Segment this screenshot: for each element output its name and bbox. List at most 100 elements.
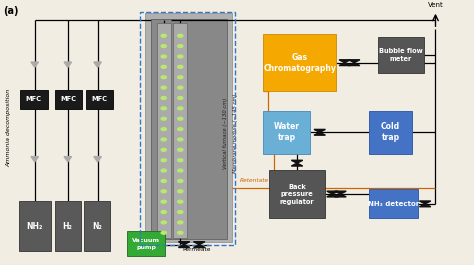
Circle shape	[178, 169, 183, 172]
Circle shape	[161, 148, 166, 151]
Polygon shape	[193, 242, 205, 245]
Bar	[18, 201, 51, 251]
Circle shape	[161, 65, 166, 68]
Text: Vent: Vent	[428, 2, 443, 8]
Bar	[86, 90, 113, 109]
Polygon shape	[178, 242, 190, 245]
Bar	[378, 37, 424, 73]
Circle shape	[161, 86, 166, 89]
Circle shape	[161, 128, 166, 131]
Circle shape	[178, 128, 183, 131]
Circle shape	[161, 96, 166, 99]
Polygon shape	[94, 157, 101, 162]
Polygon shape	[292, 160, 303, 163]
Circle shape	[178, 45, 183, 47]
Polygon shape	[94, 62, 101, 67]
Circle shape	[178, 148, 183, 151]
Circle shape	[178, 190, 183, 193]
Circle shape	[178, 96, 183, 99]
Polygon shape	[64, 62, 72, 67]
Circle shape	[178, 107, 183, 110]
Circle shape	[161, 117, 166, 120]
Text: Back
pressure
regulator: Back pressure regulator	[280, 184, 314, 205]
Polygon shape	[419, 201, 431, 204]
Text: NH₃ detector: NH₃ detector	[368, 201, 419, 207]
Polygon shape	[193, 245, 205, 248]
Polygon shape	[314, 129, 326, 132]
Polygon shape	[339, 60, 350, 63]
Polygon shape	[327, 194, 338, 197]
Polygon shape	[31, 157, 38, 162]
Bar	[55, 201, 81, 251]
Text: MFC: MFC	[91, 96, 107, 103]
Circle shape	[178, 200, 183, 203]
Bar	[263, 34, 336, 91]
Polygon shape	[64, 157, 72, 162]
Text: MFC: MFC	[26, 96, 42, 103]
Text: H₂: H₂	[63, 222, 73, 231]
Circle shape	[178, 231, 183, 234]
Circle shape	[161, 190, 166, 193]
Text: (a): (a)	[3, 6, 18, 16]
Bar	[140, 12, 235, 245]
Bar	[369, 111, 412, 154]
Bar	[263, 111, 310, 154]
Text: MFC: MFC	[61, 96, 76, 103]
Circle shape	[161, 200, 166, 203]
Bar	[128, 231, 165, 257]
Text: Water
trap: Water trap	[273, 122, 300, 142]
Polygon shape	[178, 245, 190, 248]
Circle shape	[161, 34, 166, 37]
Text: Gas
Chromatography: Gas Chromatography	[263, 53, 336, 73]
Circle shape	[161, 231, 166, 234]
Bar	[173, 23, 187, 238]
Circle shape	[161, 221, 166, 224]
Text: NH₂: NH₂	[27, 222, 43, 231]
Polygon shape	[292, 163, 303, 166]
Text: Membrane module (~145 cm): Membrane module (~145 cm)	[233, 93, 237, 173]
Polygon shape	[31, 62, 38, 67]
Polygon shape	[335, 194, 346, 197]
Text: Ammonia decomposition: Ammonia decomposition	[7, 89, 12, 167]
Polygon shape	[327, 191, 338, 194]
Bar	[145, 14, 232, 242]
Bar	[84, 201, 110, 251]
Circle shape	[161, 169, 166, 172]
Text: Retentate: Retentate	[239, 178, 268, 183]
Circle shape	[161, 76, 166, 79]
Polygon shape	[419, 204, 431, 207]
Text: Cold
trap: Cold trap	[381, 122, 400, 142]
Circle shape	[161, 211, 166, 214]
Circle shape	[161, 107, 166, 110]
Circle shape	[178, 211, 183, 214]
Bar	[55, 90, 82, 109]
Circle shape	[178, 55, 183, 58]
Text: Permeate: Permeate	[182, 247, 210, 252]
Circle shape	[178, 179, 183, 182]
Polygon shape	[335, 191, 346, 194]
Text: Vacuum
pump: Vacuum pump	[132, 238, 160, 250]
Circle shape	[178, 138, 183, 141]
Circle shape	[178, 65, 183, 68]
Circle shape	[178, 159, 183, 162]
Circle shape	[161, 45, 166, 47]
Bar	[151, 19, 227, 239]
Circle shape	[161, 159, 166, 162]
Circle shape	[178, 117, 183, 120]
Circle shape	[161, 55, 166, 58]
Circle shape	[161, 138, 166, 141]
Circle shape	[161, 179, 166, 182]
Polygon shape	[314, 132, 326, 135]
Text: N₂: N₂	[92, 222, 102, 231]
Text: Vertical furnace (~130 cm): Vertical furnace (~130 cm)	[223, 97, 228, 169]
Circle shape	[178, 221, 183, 224]
Polygon shape	[339, 63, 350, 65]
Text: Bubble flow
meter: Bubble flow meter	[379, 48, 423, 61]
Bar	[269, 170, 325, 218]
Circle shape	[178, 76, 183, 79]
Bar	[156, 23, 171, 238]
Circle shape	[178, 34, 183, 37]
Polygon shape	[348, 60, 360, 63]
Circle shape	[178, 86, 183, 89]
Bar	[369, 189, 418, 218]
